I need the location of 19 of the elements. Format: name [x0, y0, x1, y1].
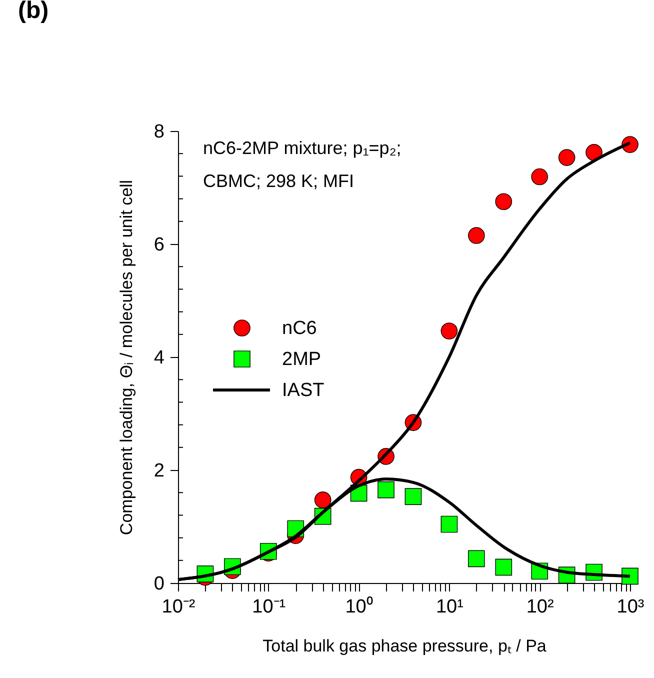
x-tick-label: 10¹	[436, 596, 464, 618]
x-tick-label: 10⁻²	[162, 596, 196, 618]
y-tick-label: 8	[154, 122, 164, 142]
x-axis-title: Total bulk gas phase pressure, pₜ / Pa	[262, 636, 547, 656]
y-tick-label: 4	[154, 348, 165, 368]
legend-label: 2MP	[282, 349, 322, 370]
legend-label: nC6	[282, 318, 317, 339]
x-tick-label: 10²	[526, 596, 554, 618]
x-tick-label: 10⁰	[345, 596, 374, 618]
y-tick-label: 2	[154, 460, 164, 482]
y-tick-label: 0	[154, 574, 164, 594]
y-axis-title: Component loading, Θᵢ / molecules per unit cell	[116, 180, 136, 536]
annotation: nC6-2MP mixture; p₁=p₂;	[203, 138, 402, 158]
legend-label: IAST	[282, 380, 325, 401]
annotation: CBMC; 298 K; MFI	[203, 171, 354, 191]
chart-title: (b)	[18, 0, 49, 24]
y-tick-label: 6	[154, 234, 164, 256]
x-tick-label: 10³	[616, 596, 644, 618]
x-tick-label: 10⁻¹	[252, 596, 286, 618]
